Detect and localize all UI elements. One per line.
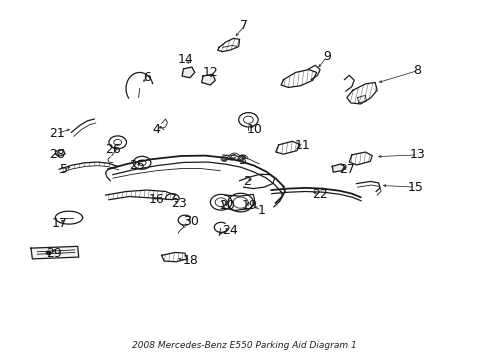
Text: 21: 21 bbox=[49, 127, 64, 140]
Circle shape bbox=[46, 251, 51, 255]
Polygon shape bbox=[201, 74, 215, 85]
Text: 5: 5 bbox=[60, 163, 68, 176]
Text: 26: 26 bbox=[105, 143, 121, 156]
Text: 18: 18 bbox=[183, 254, 199, 267]
Text: 2: 2 bbox=[243, 175, 250, 188]
Text: 2008 Mercedes-Benz E550 Parking Aid Diagram 1: 2008 Mercedes-Benz E550 Parking Aid Diag… bbox=[132, 341, 356, 350]
Text: 11: 11 bbox=[295, 139, 310, 152]
Text: 30: 30 bbox=[183, 215, 199, 228]
Text: 24: 24 bbox=[222, 224, 237, 237]
Text: 25: 25 bbox=[129, 159, 145, 172]
PathPatch shape bbox=[217, 39, 239, 51]
Polygon shape bbox=[182, 67, 194, 78]
Text: 23: 23 bbox=[170, 197, 186, 210]
PathPatch shape bbox=[281, 69, 316, 87]
Polygon shape bbox=[331, 164, 344, 172]
Text: 19: 19 bbox=[241, 199, 257, 212]
Polygon shape bbox=[31, 246, 79, 259]
PathPatch shape bbox=[161, 252, 186, 262]
Text: 22: 22 bbox=[311, 188, 327, 201]
Text: 12: 12 bbox=[202, 66, 218, 79]
PathPatch shape bbox=[59, 162, 119, 173]
Text: 16: 16 bbox=[148, 193, 164, 206]
Text: 7: 7 bbox=[240, 19, 248, 32]
Text: 28: 28 bbox=[49, 148, 64, 161]
PathPatch shape bbox=[105, 190, 175, 200]
PathPatch shape bbox=[348, 152, 371, 165]
Text: 27: 27 bbox=[338, 163, 354, 176]
Text: 4: 4 bbox=[152, 123, 161, 136]
Text: 15: 15 bbox=[407, 181, 422, 194]
Text: 17: 17 bbox=[51, 216, 67, 230]
Polygon shape bbox=[55, 149, 65, 156]
Text: 29: 29 bbox=[46, 247, 62, 260]
Text: 10: 10 bbox=[246, 123, 262, 136]
Text: 3: 3 bbox=[238, 154, 245, 167]
Text: 6: 6 bbox=[143, 71, 151, 84]
Text: 20: 20 bbox=[219, 199, 235, 212]
Text: 14: 14 bbox=[178, 53, 193, 66]
Text: 8: 8 bbox=[413, 64, 421, 77]
Text: 9: 9 bbox=[323, 50, 331, 63]
Text: 1: 1 bbox=[257, 204, 265, 217]
PathPatch shape bbox=[275, 141, 299, 154]
Text: 13: 13 bbox=[409, 148, 425, 161]
PathPatch shape bbox=[346, 82, 376, 104]
